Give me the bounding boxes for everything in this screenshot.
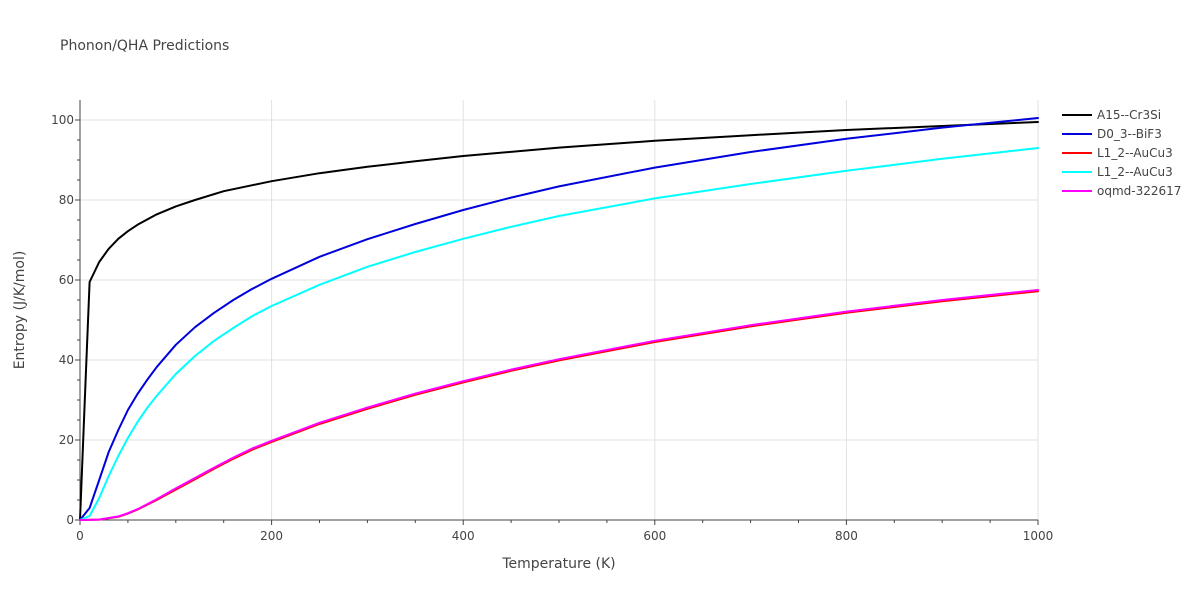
series-line-0 (79, 121, 1039, 521)
legend-label: oqmd-322617 (1097, 184, 1181, 198)
y-tick-label: 80 (59, 193, 74, 207)
legend-item[interactable]: A15--Cr3Si (1062, 108, 1161, 122)
y-tick-label: 0 (66, 513, 74, 527)
x-tick-label: 0 (76, 529, 84, 543)
x-tick-label: 400 (452, 529, 475, 543)
legend-label: A15--Cr3Si (1097, 108, 1161, 122)
legend-item[interactable]: L1_2--AuCu3 (1062, 165, 1173, 179)
y-tick-label: 20 (59, 433, 74, 447)
legend-item[interactable]: D0_3--BiF3 (1062, 127, 1162, 141)
x-axis-label: Temperature (K) (501, 556, 615, 572)
y-tick-label: 60 (59, 273, 74, 287)
y-tick-label: 40 (59, 353, 74, 367)
series-line-4 (79, 289, 1039, 521)
series-lines (79, 117, 1039, 521)
x-tick-label: 1000 (1023, 529, 1054, 543)
legend: A15--Cr3Si D0_3--BiF3 L1_2--AuCu3 L1_2--AuC… (1062, 108, 1181, 198)
legend-label: L1_2--AuCu3 (1097, 165, 1173, 179)
series-line-2 (79, 290, 1039, 521)
legend-label: D0_3--BiF3 (1097, 127, 1162, 141)
grid (80, 100, 1039, 520)
legend-label: L1_2--AuCu3 (1097, 146, 1173, 160)
legend-item[interactable]: oqmd-322617 (1062, 184, 1181, 198)
legend-item[interactable]: L1_2--AuCu3 (1062, 146, 1173, 160)
y-tick-label: 100 (51, 113, 74, 127)
series-line-1 (79, 117, 1039, 521)
y-axis-label: Entropy (J/K/mol) (12, 251, 28, 370)
x-tick-label: 600 (643, 529, 666, 543)
series-line-3 (79, 147, 1039, 521)
x-tick-label: 200 (260, 529, 283, 543)
axes: 0 200 400 600 800 1000 0 20 40 60 80 100 (51, 100, 1053, 543)
chart-title: Phonon/QHA Predictions (60, 38, 229, 54)
x-tick-label: 800 (835, 529, 858, 543)
